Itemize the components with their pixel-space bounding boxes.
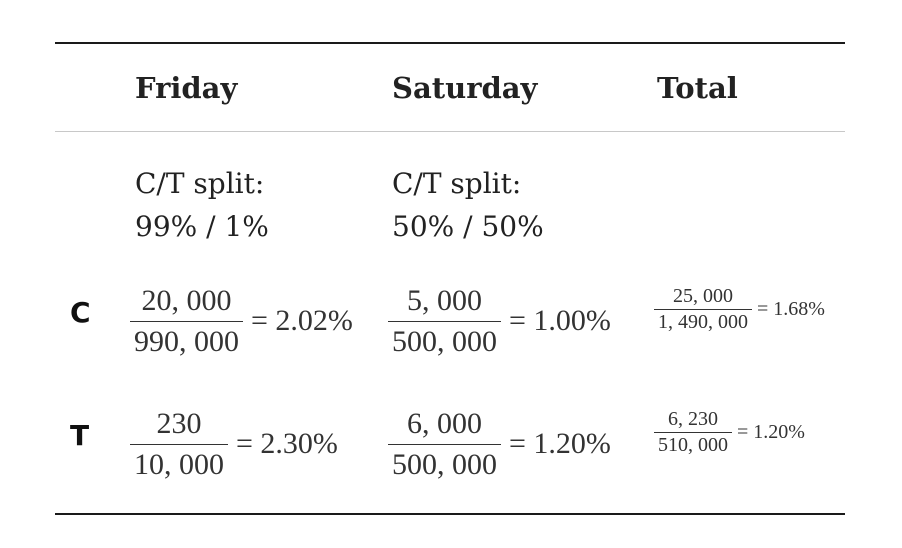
header-friday: Friday	[135, 71, 238, 105]
denominator: 500, 000	[392, 448, 497, 481]
fraction-bar	[654, 432, 732, 433]
split-friday: C/T split: 99% / 1%	[135, 162, 269, 248]
numerator: 20, 000	[141, 284, 232, 317]
split-friday-label: C/T split:	[135, 167, 265, 200]
result: = 1.20%	[737, 421, 805, 443]
denominator: 10, 000	[134, 448, 224, 481]
split-saturday: C/T split: 50% / 50%	[392, 162, 544, 248]
split-friday-value: 99% / 1%	[135, 210, 269, 243]
result: = 1.00%	[509, 304, 611, 338]
denominator: 500, 000	[392, 325, 497, 358]
denominator: 510, 000	[658, 434, 728, 456]
numerator: 230	[156, 407, 202, 440]
numerator: 6, 230	[668, 408, 718, 430]
split-saturday-value: 50% / 50%	[392, 210, 544, 243]
denominator: 990, 000	[134, 325, 239, 358]
fraction-t-friday: 230 10, 000 = 2.30%	[130, 408, 338, 481]
numerator: 25, 000	[673, 285, 733, 307]
result: = 1.68%	[757, 298, 825, 320]
fraction-c-total: 25, 000 1, 490, 000 = 1.68%	[654, 286, 825, 333]
fraction-bar	[130, 443, 228, 445]
header-saturday: Saturday	[392, 71, 538, 105]
top-rule	[55, 42, 845, 44]
row-label-c: C	[70, 296, 91, 329]
fraction-bar	[654, 309, 752, 310]
header-total: Total	[657, 71, 738, 105]
denominator: 1, 490, 000	[658, 311, 748, 333]
split-saturday-label: C/T split:	[392, 167, 522, 200]
fraction-bar	[388, 443, 501, 445]
bottom-rule	[55, 513, 845, 515]
fraction-t-total: 6, 230 510, 000 = 1.20%	[654, 409, 805, 456]
result: = 2.30%	[236, 427, 338, 461]
numerator: 6, 000	[407, 407, 482, 440]
header-rule	[55, 131, 845, 132]
numerator: 5, 000	[407, 284, 482, 317]
row-label-t: T	[70, 419, 90, 452]
fraction-bar	[130, 320, 243, 322]
fraction-t-saturday: 6, 000 500, 000 = 1.20%	[388, 408, 611, 481]
fraction-c-saturday: 5, 000 500, 000 = 1.00%	[388, 285, 611, 358]
fraction-bar	[388, 320, 501, 322]
result: = 2.02%	[251, 304, 353, 338]
result: = 1.20%	[509, 427, 611, 461]
fraction-c-friday: 20, 000 990, 000 = 2.02%	[130, 285, 353, 358]
